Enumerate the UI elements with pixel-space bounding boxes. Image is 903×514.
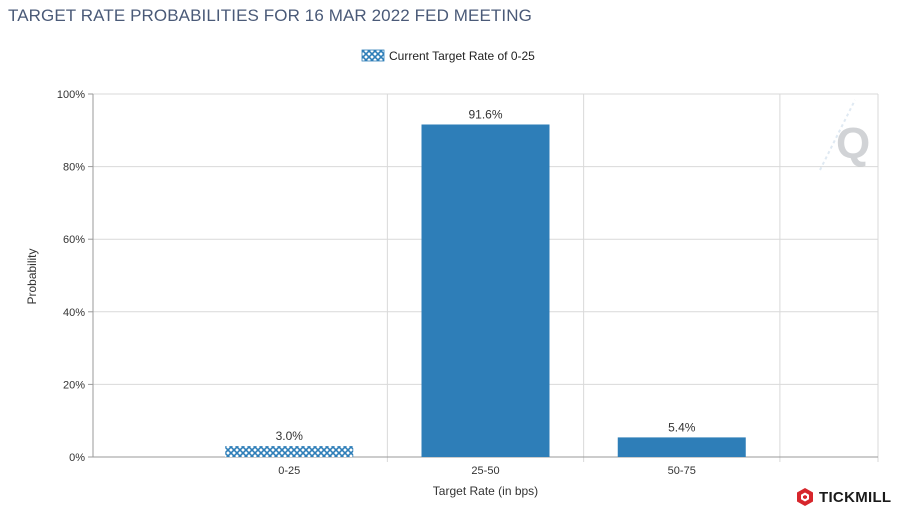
legend-swatch — [361, 49, 385, 62]
x-tick-label: 50-75 — [668, 465, 696, 477]
bar — [617, 437, 746, 457]
x-tick-label: 0-25 — [278, 465, 300, 477]
x-axis-title: Target Rate (in bps) — [433, 484, 538, 498]
x-tick-label: 25-50 — [471, 465, 499, 477]
bar-value-label: 91.6% — [468, 107, 502, 121]
bar — [225, 446, 354, 457]
bar — [421, 124, 550, 457]
chart-title: TARGET RATE PROBABILITIES FOR 16 MAR 202… — [8, 6, 532, 25]
y-tick-label: 20% — [63, 379, 85, 391]
svg-text:Q: Q — [836, 119, 870, 168]
y-tick-label: 80% — [63, 162, 85, 174]
y-tick-label: 40% — [63, 307, 85, 319]
y-tick-label: 60% — [63, 234, 85, 246]
tickmill-hexagon-icon — [797, 488, 813, 506]
legend-label: Current Target Rate of 0-25 — [389, 49, 535, 63]
brand-name: TICKMILL — [819, 488, 892, 506]
tickmill-brand: TICKMILL — [796, 487, 891, 507]
y-axis-title: Probability — [25, 248, 39, 304]
quikstrike-q-watermark-icon: Q — [819, 99, 870, 171]
y-tick-label: 100% — [57, 89, 85, 101]
bar-value-label: 5.4% — [668, 420, 696, 434]
y-tick-label: 0% — [69, 452, 85, 464]
bar-value-label: 3.0% — [276, 429, 304, 443]
